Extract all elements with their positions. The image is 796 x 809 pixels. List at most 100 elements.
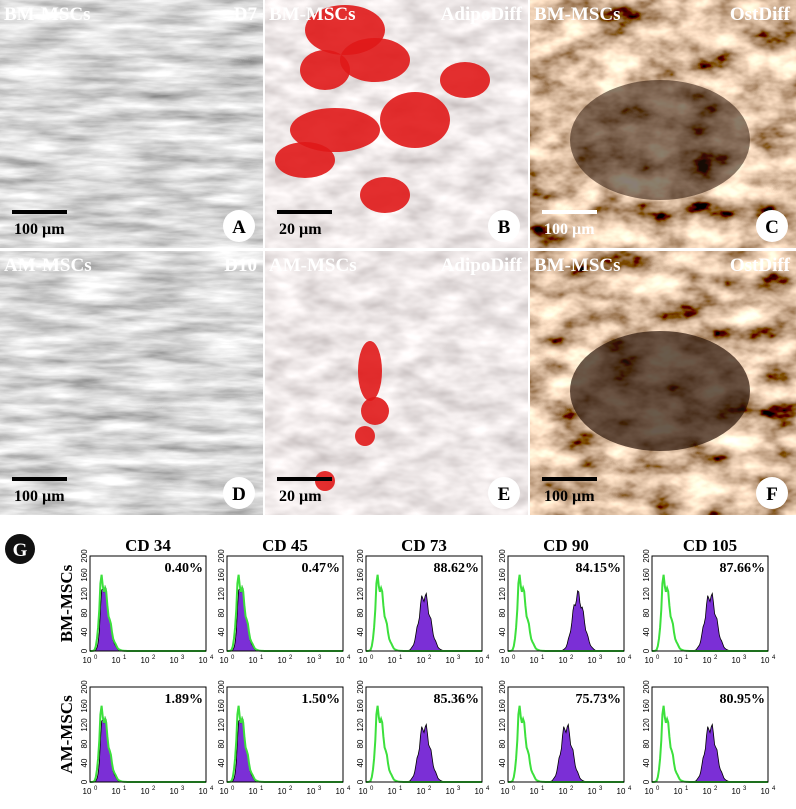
y-tick-label: 160: [217, 568, 226, 582]
y-tick-label: 80: [498, 739, 507, 748]
lipid-droplet: [380, 92, 450, 148]
y-tick-label: 200: [217, 549, 226, 563]
x-tick-base: 10: [703, 656, 712, 665]
marker-title: CD 34: [125, 536, 171, 555]
panel-letter: F: [766, 484, 778, 505]
y-tick-label: 0: [498, 648, 507, 653]
x-tick-exponent: 4: [486, 786, 490, 792]
percent-label: 75.73%: [576, 692, 622, 707]
x-tick-base: 10: [417, 656, 426, 665]
x-tick-exponent: 2: [428, 786, 432, 792]
x-tick-exponent: 2: [714, 786, 718, 792]
lipid-droplet: [361, 397, 389, 425]
x-tick-exponent: 4: [347, 786, 351, 792]
y-tick-label: 200: [642, 549, 651, 563]
x-tick-exponent: 0: [512, 655, 516, 661]
scale-bar: [542, 210, 597, 214]
y-tick-label: 200: [356, 549, 365, 563]
y-tick-label: 0: [217, 648, 226, 653]
x-tick-base: 10: [249, 656, 258, 665]
x-tick-exponent: 2: [570, 655, 574, 661]
x-tick-exponent: 1: [541, 655, 545, 661]
x-tick-exponent: 0: [94, 786, 98, 792]
y-tick-label: 80: [217, 608, 226, 617]
cell-label: AM-MSCs: [4, 255, 92, 276]
percent-label: 80.95%: [720, 692, 766, 707]
cell-label: BM-MSCs: [534, 255, 621, 276]
x-tick-base: 10: [336, 787, 345, 796]
x-tick-exponent: 4: [628, 786, 632, 792]
scale-bar: [542, 477, 597, 481]
panel-letter: D: [232, 484, 246, 505]
x-tick-exponent: 0: [231, 786, 235, 792]
x-tick-base: 10: [83, 656, 92, 665]
x-tick-base: 10: [732, 787, 741, 796]
x-tick-base: 10: [645, 656, 654, 665]
x-tick-base: 10: [278, 656, 287, 665]
y-tick-label: 40: [356, 627, 365, 636]
cell-label: BM-MSCs: [269, 4, 356, 25]
x-tick-exponent: 1: [685, 655, 689, 661]
scale-bar: [277, 477, 332, 481]
x-tick-exponent: 4: [210, 786, 214, 792]
x-tick-exponent: 3: [457, 786, 461, 792]
y-tick-label: 200: [80, 549, 89, 563]
panel-badge: [488, 210, 520, 242]
panel: BM-MSCs D7 100 µm A: [0, 0, 263, 248]
panel: BM-MSCs AdipoDiff 20 µm B: [265, 0, 528, 248]
x-tick-exponent: 1: [399, 786, 403, 792]
x-tick-base: 10: [388, 656, 397, 665]
panel: BM-MSCs OstDiff 100 µm F: [530, 251, 796, 515]
marker-title: CD 105: [683, 536, 737, 555]
scale-label: 100 µm: [544, 488, 595, 505]
x-tick-base: 10: [761, 787, 770, 796]
plot-frame: [89, 555, 207, 652]
x-tick-base: 10: [170, 656, 179, 665]
y-tick-label: 0: [356, 779, 365, 784]
x-tick-base: 10: [278, 787, 287, 796]
lipid-droplet: [290, 108, 380, 152]
plot-frame: [507, 555, 625, 652]
y-tick-label: 120: [498, 587, 507, 601]
lipid-droplet: [360, 177, 410, 213]
x-tick-base: 10: [417, 787, 426, 796]
cell-label: BM-MSCs: [534, 4, 621, 25]
x-tick-base: 10: [336, 656, 345, 665]
plot-frame: [226, 555, 344, 652]
y-tick-label: 120: [80, 587, 89, 601]
x-tick-base: 10: [446, 787, 455, 796]
panel-letter: G: [13, 540, 28, 561]
condition-label: AdipoDiff: [441, 255, 523, 276]
y-tick-label: 80: [356, 739, 365, 748]
row-label: BM-MSCs: [57, 564, 76, 642]
x-tick-base: 10: [530, 787, 539, 796]
y-tick-label: 40: [217, 627, 226, 636]
y-tick-label: 160: [642, 568, 651, 582]
x-tick-base: 10: [170, 787, 179, 796]
micrograph: [0, 251, 263, 515]
x-tick-exponent: 1: [685, 786, 689, 792]
x-tick-base: 10: [475, 656, 484, 665]
mineral-deposit: [570, 331, 750, 451]
x-tick-base: 10: [112, 656, 121, 665]
scale-label: 100 µm: [14, 221, 65, 238]
scale-label: 20 µm: [279, 488, 322, 505]
x-tick-exponent: 2: [428, 655, 432, 661]
x-tick-base: 10: [112, 787, 121, 796]
lipid-droplet: [355, 426, 375, 446]
x-tick-exponent: 2: [714, 655, 718, 661]
scale-bar: [12, 210, 67, 214]
x-tick-base: 10: [83, 787, 92, 796]
y-tick-label: 80: [217, 739, 226, 748]
x-tick-exponent: 2: [152, 655, 156, 661]
flow-cytometry: G CD 34 CD 45 CD 73 CD 90 CD 105 BM-MSCs 0.40% 0…: [5, 534, 776, 796]
percent-label: 88.62%: [434, 561, 480, 576]
cell-label: BM-MSCs: [4, 4, 91, 25]
y-tick-label: 160: [80, 699, 89, 713]
x-tick-base: 10: [588, 787, 597, 796]
x-tick-exponent: 1: [123, 655, 127, 661]
